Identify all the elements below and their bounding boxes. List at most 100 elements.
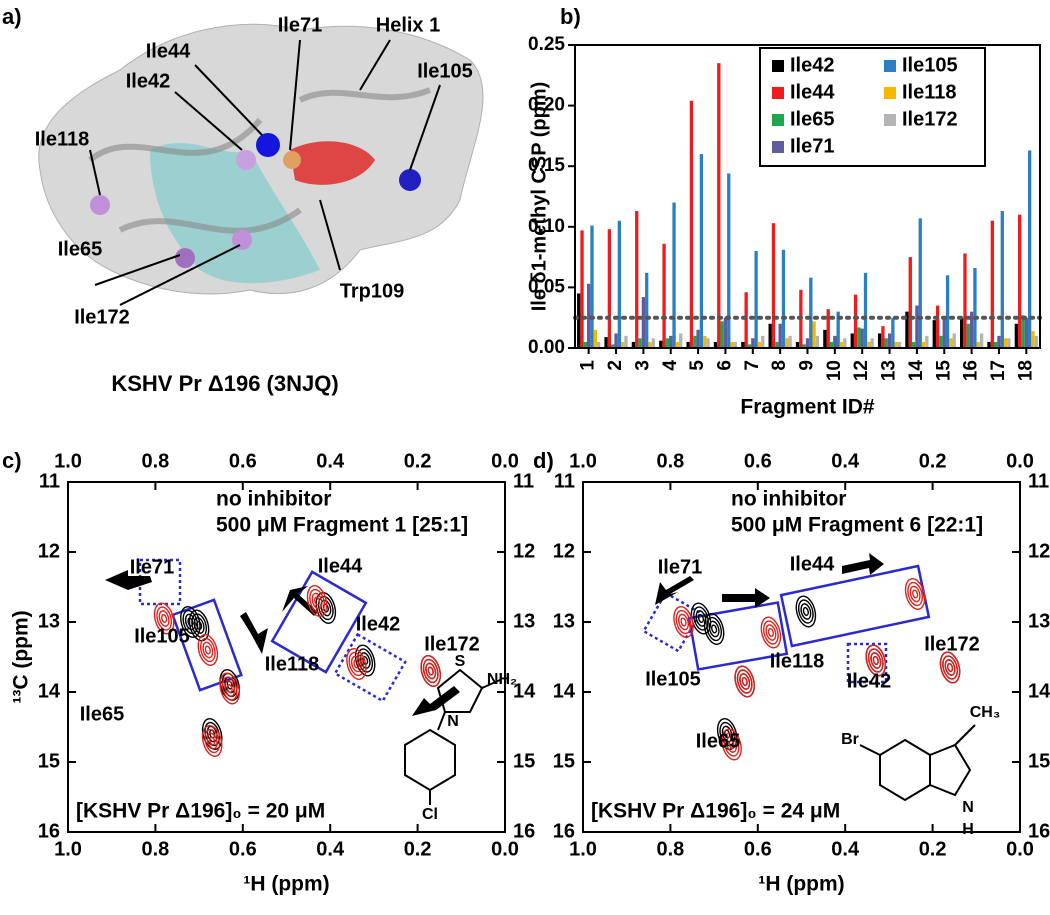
legend-label: Ile118 [902,81,957,103]
peak-label: Ile42 [356,613,400,635]
peak [904,578,926,610]
y-tick-label: 12 [1028,540,1050,562]
x-tick-label: 5 [687,360,708,371]
bar [942,317,946,348]
bar [693,335,697,348]
contour [306,585,328,617]
atom [175,248,195,268]
legend-label: 500 μM Fragment 1 [25:1] [216,514,468,537]
contour [767,627,775,638]
contour [219,672,240,705]
contour [224,680,236,697]
peak [703,613,725,645]
contour [706,616,722,642]
plot-frame [582,481,1021,833]
structure-label: Ile172 [74,306,130,328]
x-tick-label: 16 [961,360,982,381]
contour [795,595,817,628]
bar [918,218,922,348]
y-tick-label: 14 [38,680,61,702]
contour [311,592,323,610]
bar [631,341,636,348]
bar [723,317,728,348]
structure-label: Trp109 [340,280,404,302]
bar [881,326,885,348]
molecule-fragment-6 [859,724,976,802]
y-tick-label: 16 [1028,820,1050,842]
legend-swatch [884,87,896,99]
bar [979,333,984,348]
bar [963,253,967,348]
atom [256,133,280,157]
bar [768,323,772,348]
y-tick-label: 16 [553,820,575,842]
x-tick-label: 0.0 [491,838,519,860]
bar [727,173,731,348]
bar [850,333,854,348]
legend-swatch [772,114,784,126]
bar [1034,335,1038,348]
contour [673,606,694,638]
bar [939,335,943,348]
bar [853,294,858,348]
bar [577,293,581,348]
y-tick-label: 12 [513,540,535,562]
bar [1018,214,1022,348]
x-tick-label: 0.6 [744,450,772,472]
x-tick-label: 0.0 [491,450,519,472]
contour [193,617,205,634]
bar [580,230,584,348]
contour [161,613,168,624]
atom-label: H [962,821,974,838]
bar [905,311,909,348]
bar [611,344,615,348]
contour [909,585,921,603]
bar [785,338,789,348]
bar [812,321,816,348]
x-tick-label: 0.4 [316,450,345,472]
bar [778,323,782,348]
x-tick-label: 0.2 [404,838,432,860]
y-tick-label: 13 [1028,610,1050,632]
bar [911,341,916,348]
contour [719,721,736,747]
legend-swatch [884,60,896,72]
contour [870,652,882,669]
bar [802,344,806,348]
protein-structure [38,23,484,306]
legend-label: no inhibitor [216,488,331,511]
peak [734,665,755,698]
concentration-label: [KSHV Pr Δ196]₀ = 24 μM [591,800,840,823]
peak-label: Ile71 [130,556,174,578]
contour [734,665,755,698]
bar [860,328,864,348]
bar [1021,315,1025,348]
bar [1014,323,1019,348]
bar [754,251,758,348]
contour [204,728,221,754]
bar [699,154,704,348]
structure-label: Ile65 [58,238,102,260]
bar [959,317,964,348]
peak [865,644,887,677]
contour [156,606,173,631]
peak [188,609,210,642]
contour [201,725,223,757]
contour [680,617,687,627]
contour [765,624,777,641]
atom [283,151,301,169]
x-axis-title: ¹H (ppm) [758,873,844,896]
peak [153,602,175,635]
bar [587,283,591,348]
peak [219,672,240,705]
bar [761,335,765,348]
atom-label: NH₂ [487,671,517,688]
contour [226,683,233,694]
bar [843,338,847,348]
bar [857,327,861,348]
atom-label: CH₃ [970,704,1001,721]
bar [993,341,998,348]
structure-label: Ile118 [35,128,90,150]
bar [757,341,762,348]
bar [775,341,779,348]
